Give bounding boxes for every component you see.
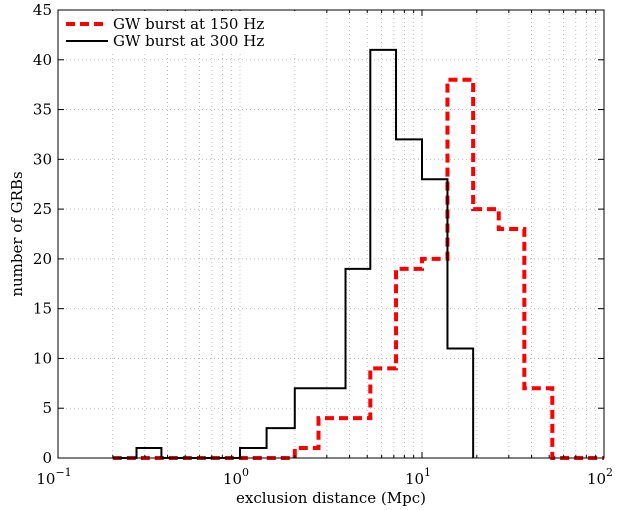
series-layer [112,48,604,460]
x-tick-exponent: −1 [55,466,71,479]
plot-frame [57,9,605,459]
y-tick-label: 15 [33,300,52,318]
y-tick-label: 25 [33,200,52,218]
x-tick-label: 101 [405,466,431,488]
x-axis-label: exclusion distance (Mpc) [236,489,426,507]
grid-lines [58,10,604,458]
y-axis-label: number of GRBs [8,171,26,296]
x-tick-label: 102 [587,466,613,488]
series-300hz-histogram [112,48,475,459]
legend-box [59,11,309,53]
legend-label-300hz: GW burst at 300 Hz [113,32,264,50]
y-tick-label: 10 [33,349,52,367]
y-tick-label: 45 [33,1,52,19]
x-tick-exponent: 0 [242,466,249,479]
x-tick-label: 100 [223,466,249,488]
x-tick-label: 10−1 [36,466,71,488]
x-tick-exponent: 2 [606,466,613,479]
y-tick-label: 40 [33,51,52,69]
legend-label-150hz: GW burst at 150 Hz [113,15,264,33]
x-tick-exponent: 1 [424,466,431,479]
y-tick-label: 5 [42,399,52,417]
y-tick-label: 30 [33,150,52,168]
y-tick-label: 0 [42,449,52,467]
legend: GW burst at 150 Hz GW burst at 300 Hz [59,11,309,53]
y-tick-label: 20 [33,250,52,268]
y-tick-label: 35 [33,101,52,119]
